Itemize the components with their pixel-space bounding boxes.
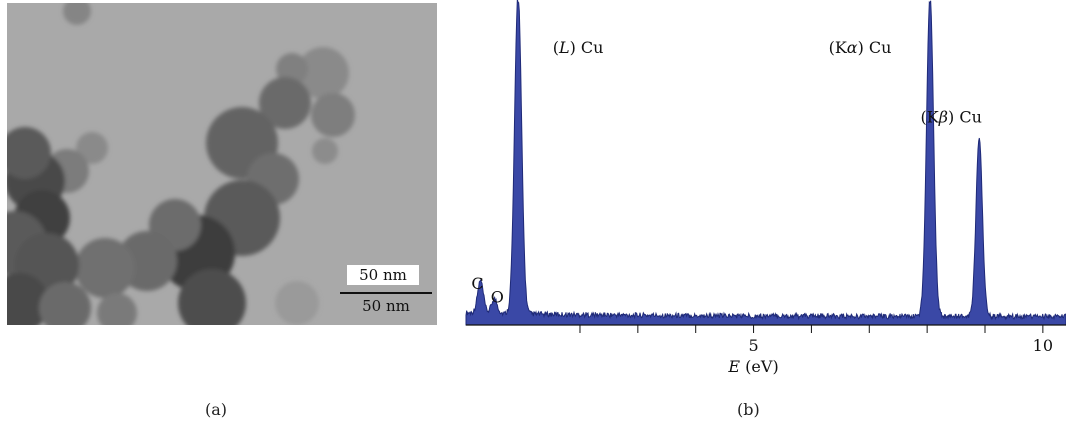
scale-bar xyxy=(340,292,432,294)
peak-label: (L) Cu xyxy=(553,38,604,57)
x-tick-label: 5 xyxy=(748,336,758,355)
x-axis-label: E (eV) xyxy=(727,357,778,376)
nanoparticle-clusters xyxy=(7,3,355,325)
peak-label: (Kα) Cu xyxy=(829,38,892,57)
peak-annotations: CO (L) Cu (Kα) Cu (Kβ) Cu xyxy=(471,38,982,307)
panel-label-b: (b) xyxy=(737,400,760,419)
x-tick-label: 10 xyxy=(1033,336,1053,355)
peak-label: C xyxy=(471,274,483,293)
peak-label: (Kβ) Cu xyxy=(921,108,982,127)
x-axis-tick-labels: 5 10 xyxy=(748,336,1053,355)
scale-bar-label: 50 nm xyxy=(362,297,410,315)
tem-micrograph: 50 nm 50 nm xyxy=(7,3,437,325)
panel-label-a: (a) xyxy=(205,400,228,419)
peak-label: O xyxy=(491,288,504,307)
tem-image xyxy=(7,3,437,325)
x-axis-ticks xyxy=(579,325,1044,333)
spectrum-area xyxy=(465,0,1066,326)
scale-bar-label-box: 50 nm xyxy=(347,265,419,285)
